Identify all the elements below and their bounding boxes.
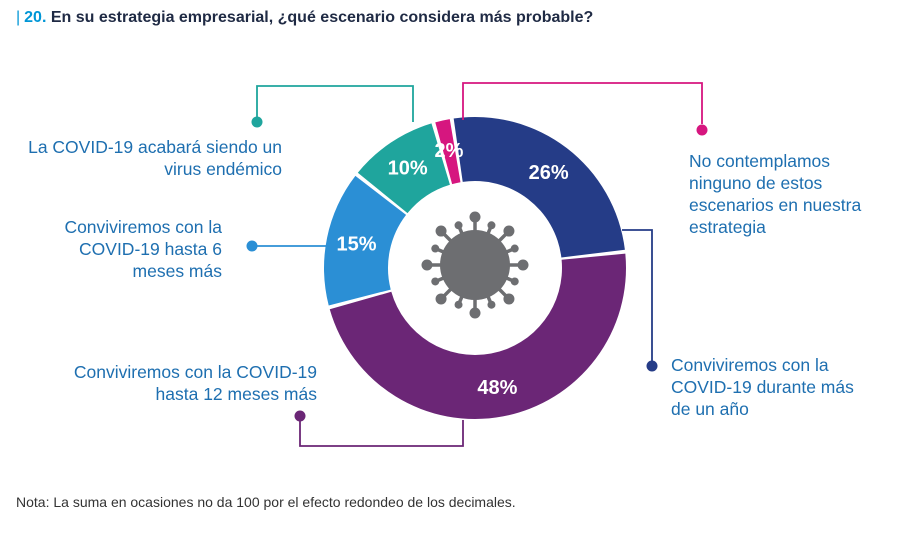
leader-dot-4 [251,116,263,128]
donut-slice-4 [357,123,450,214]
legend-label-0: No contemplamos ninguno de estos escenar… [689,151,862,237]
donut-chart: 2% 26% 48% 15% 10% [246,82,708,447]
title-bar: | [16,9,21,26]
leader-line-2 [299,420,464,447]
virus-icon [421,211,529,319]
value-label-0: 2% [434,140,463,162]
leader-dot-1 [646,360,658,372]
question-text: En su estrategia empresarial, ¿qué escen… [50,9,594,26]
donut-slice-2 [329,253,626,419]
value-label-3: 15% [336,234,376,256]
legend-label-4: La COVID-19 acabará siendo un virus endé… [28,137,282,179]
leader-dot-3 [246,240,258,252]
value-labels: 2% 26% 48% 15% 10% [336,140,568,399]
leader-line-0 [462,82,703,124]
leader-lines [246,82,708,447]
footnote: Nota: La suma en ocasiones no da 100 por… [16,494,516,510]
legend-label-1: Conviviremos con la COVID-19 durante más… [671,355,854,419]
donut-slice-3 [323,175,407,306]
value-label-4: 10% [388,157,428,179]
donut-slice-1 [453,116,625,258]
donut-slices [323,116,626,419]
legend-label-3: Conviviremos con la COVID-19 hasta 6 mes… [64,217,222,281]
value-label-2: 48% [477,377,517,399]
value-label-1: 26% [529,162,569,184]
donut-slice-0 [435,119,461,185]
leader-line-1 [622,229,653,362]
leader-line-4 [256,85,414,122]
legend-label-2: Conviviremos con la COVID-19 hasta 12 me… [73,362,317,404]
leader-dot-0 [696,124,708,136]
question-number: 20. [24,9,47,26]
leader-dot-2 [294,410,306,422]
chart-title: | 20. En su estrategia empresarial, ¿qué … [16,9,593,27]
